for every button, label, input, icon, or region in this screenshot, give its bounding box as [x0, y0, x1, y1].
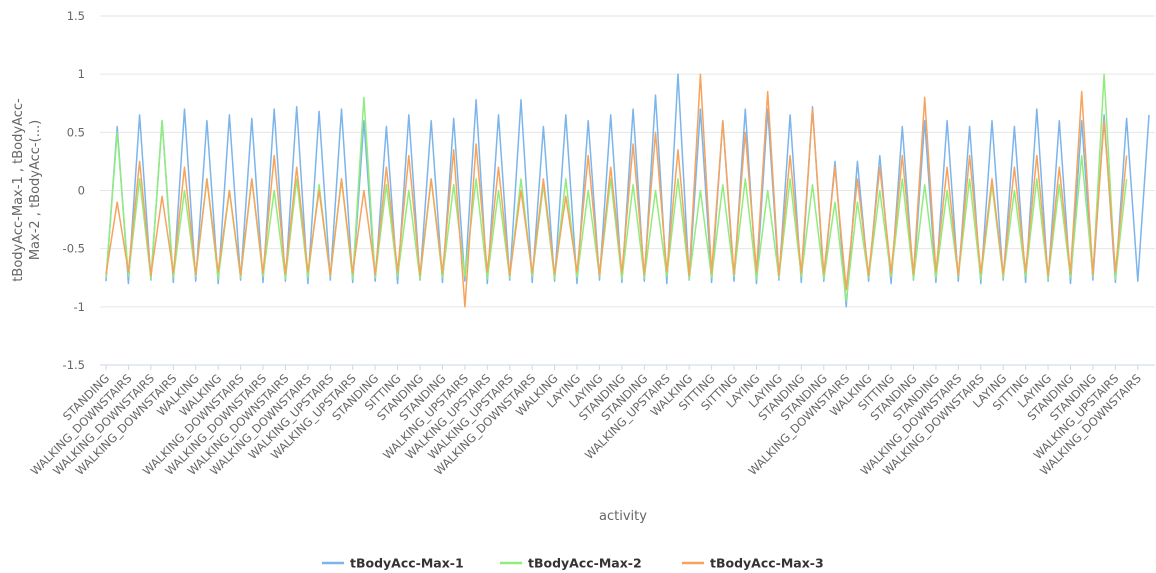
- legend-label: tBodyAcc-Max-3: [710, 556, 824, 571]
- y-tick-label: 1.5: [67, 9, 85, 23]
- series-line: [105, 73, 1128, 308]
- legend-label: tBodyAcc-Max-2: [528, 556, 642, 571]
- y-tick-label: -1: [74, 300, 85, 314]
- y-tick-label: 1: [78, 67, 85, 81]
- x-axis-title: activity: [599, 509, 647, 524]
- y-tick-label: 0: [78, 184, 85, 198]
- y-tick-label: 0.5: [67, 125, 85, 139]
- series-line: [105, 73, 1150, 308]
- y-tick-label: -1.5: [63, 358, 85, 372]
- y-axis-title: tBodyAcc-Max-1 , tBodyAcc- Max-2 , tBodyA…: [11, 98, 43, 282]
- legend-label: tBodyAcc-Max-1: [350, 556, 464, 571]
- y-tick-label: -0.5: [63, 242, 85, 256]
